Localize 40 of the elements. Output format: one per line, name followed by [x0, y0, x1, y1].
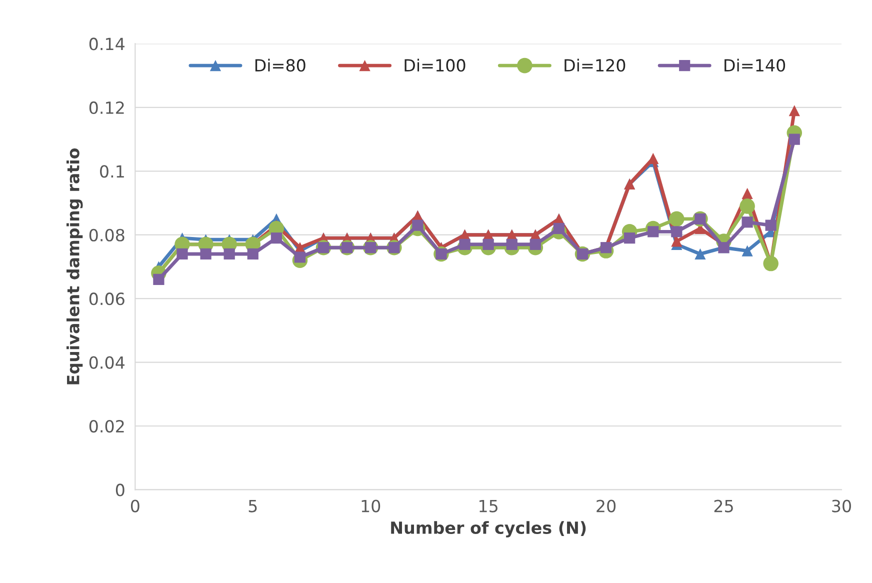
- legend-label: Di=120: [564, 58, 626, 72]
- x-tick-label: 20: [596, 500, 616, 512]
- y-tick-label: 0: [116, 484, 124, 496]
- x-tick-label: 0: [130, 500, 140, 512]
- point: [176, 248, 188, 260]
- point: [742, 216, 753, 228]
- y-axis-title: Equivalent damping ratio: [66, 148, 83, 384]
- point: [648, 152, 659, 164]
- point: [742, 245, 753, 256]
- point: [671, 236, 682, 247]
- x-tick-label: 5: [248, 500, 257, 512]
- y-tick-label: 0.06: [89, 292, 124, 306]
- point: [669, 211, 684, 227]
- point: [200, 248, 212, 260]
- legend-label: Di=100: [404, 58, 466, 72]
- point: [247, 248, 258, 260]
- point: [694, 248, 706, 260]
- y-tick-label: 0.14: [89, 38, 125, 50]
- y-tick-label: 0.12: [89, 101, 124, 114]
- point: [740, 198, 755, 214]
- point: [224, 248, 235, 260]
- point: [624, 232, 636, 244]
- point: [153, 274, 164, 286]
- point: [742, 188, 753, 200]
- x-tick-label: 10: [362, 500, 380, 512]
- legend-label: Di=140: [724, 58, 786, 72]
- x-tick-label: 30: [832, 500, 851, 512]
- point: [671, 226, 682, 238]
- y-tick-label: 0.04: [89, 356, 125, 369]
- y-tick-label: 0.1: [100, 165, 124, 178]
- point: [270, 232, 282, 244]
- x-tick-label: 25: [714, 500, 733, 512]
- point: [788, 134, 800, 145]
- legend-label: Di=80: [255, 58, 306, 72]
- y-tick-label: 0.02: [89, 420, 124, 433]
- y-tick-label: 0.08: [89, 228, 124, 242]
- x-axis-title: Number of cycles (N): [391, 521, 586, 538]
- x-tick-label: 15: [480, 500, 498, 512]
- point: [765, 220, 776, 231]
- point: [788, 105, 800, 116]
